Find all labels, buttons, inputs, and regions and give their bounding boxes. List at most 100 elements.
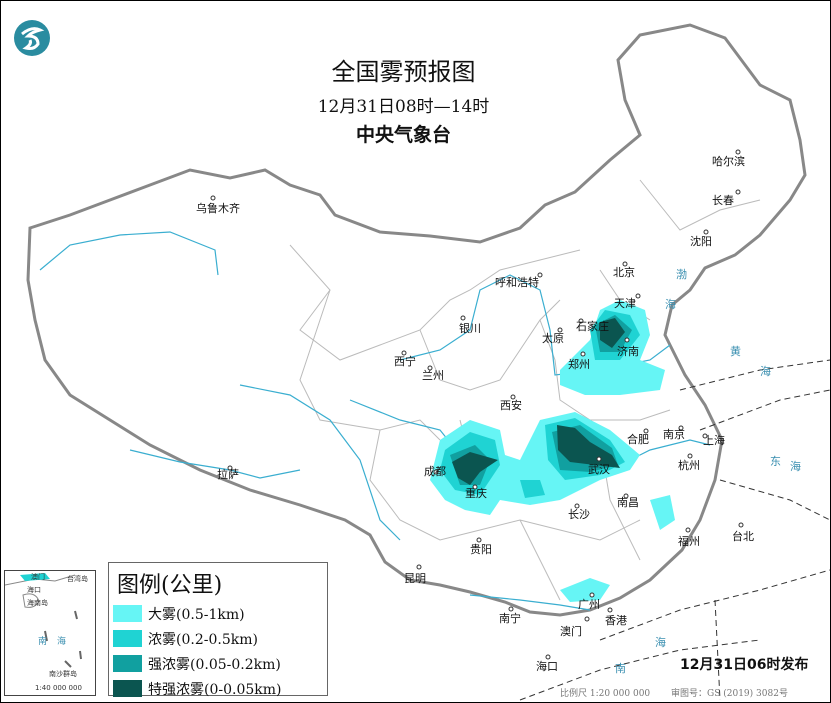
city-marker [735, 149, 741, 155]
city-label: 郑州 [568, 358, 590, 371]
city-label: 重庆 [465, 487, 487, 500]
city-marker [510, 394, 516, 400]
map-title: 全国雾预报图 [331, 58, 476, 86]
legend-swatch [113, 605, 142, 622]
city-label: 西安 [500, 399, 522, 412]
city-label: 南京 [663, 428, 685, 441]
city-marker [460, 315, 466, 321]
fog-extreme-area [452, 452, 498, 485]
fog-extreme-area [600, 318, 625, 348]
city-marker [607, 607, 613, 613]
rivers [39, 231, 711, 611]
city-marker [643, 428, 649, 434]
city-label: 合肥 [627, 433, 649, 446]
city-markers [210, 149, 744, 660]
city-marker [635, 293, 641, 299]
cma-logo [14, 20, 50, 56]
city-marker [416, 564, 422, 570]
city-label: 武汉 [588, 463, 610, 476]
maritime-lines [519, 359, 831, 701]
city-marker [687, 453, 693, 459]
legend-header: 图例(公里) [117, 573, 223, 598]
sea-label: 海 [665, 298, 676, 311]
legend-item: 特强浓雾(0-0.05km) [113, 676, 327, 701]
city-label: 西宁 [394, 355, 416, 368]
sea-label: 南 [615, 662, 626, 675]
city-label: 贵阳 [470, 543, 492, 556]
inset-label: 南 [38, 637, 48, 647]
legend-item: 大雾(0.5-1km) [113, 601, 327, 626]
city-marker [685, 527, 691, 533]
inset-label: 台湾岛 [67, 575, 88, 583]
south-china-sea-inset: 澳门 台湾岛 海口 海南岛 南 海 南沙群岛 1:40 000 000 [4, 570, 96, 696]
inset-label: 海南岛 [27, 599, 48, 607]
city-marker [508, 606, 514, 612]
legend-swatch [113, 630, 142, 647]
city-label: 太原 [542, 332, 564, 345]
city-marker [578, 318, 584, 324]
city-label: 香港 [605, 614, 627, 627]
city-marker [589, 592, 595, 598]
city-label: 澳门 [560, 625, 582, 638]
city-label: 兰州 [422, 369, 444, 382]
sea-label: 渤 [676, 268, 687, 281]
city-marker [401, 350, 407, 356]
city-marker [427, 365, 433, 371]
city-label: 昆明 [404, 572, 426, 585]
legend-item: 强浓雾(0.05-0.2km) [113, 651, 327, 676]
legend-label: 特强浓雾(0-0.05km) [148, 681, 282, 698]
city-marker [623, 493, 629, 499]
city-label: 广州 [578, 598, 600, 611]
city-label: 南昌 [617, 496, 639, 509]
city-label: 拉萨 [217, 468, 239, 481]
city-marker [433, 469, 439, 475]
city-label: 哈尔滨 [712, 155, 745, 168]
city-label: 南宁 [499, 612, 521, 625]
legend-swatch [113, 655, 142, 672]
city-label: 沈阳 [690, 235, 712, 248]
city-label: 北京 [613, 266, 635, 279]
city-marker [703, 229, 709, 235]
fog-heavy-area [650, 495, 675, 530]
fog-extreme-area [557, 425, 620, 468]
city-marker [580, 351, 586, 357]
forecast-time-range: 12月31日08时—14时 [317, 97, 490, 117]
fog-areas [430, 300, 675, 602]
city-label: 呼和浩特 [495, 276, 539, 289]
city-marker [476, 537, 482, 543]
map-scale: 比例尺 1:20 000 000 [560, 689, 651, 699]
city-label: 海口 [536, 660, 558, 673]
city-label: 福州 [678, 535, 700, 548]
legend-label: 大雾(0.5-1km) [148, 606, 245, 623]
sea-label: 海 [790, 460, 801, 473]
city-marker [624, 337, 630, 343]
map-approval-number: 审图号：GS (2019) 3082号 [671, 689, 788, 699]
city-label: 银川 [459, 322, 481, 335]
city-label: 天津 [614, 297, 636, 310]
fog-dense-area [520, 480, 545, 498]
city-label: 上海 [703, 434, 725, 447]
city-marker [227, 465, 233, 471]
city-marker [574, 503, 580, 509]
issue-time: 12月31日06时发布 [680, 657, 809, 673]
fog-heavy-area [560, 578, 610, 602]
city-marker [678, 425, 684, 431]
legend-label: 强浓雾(0.05-0.2km) [148, 656, 281, 673]
city-marker [537, 272, 543, 278]
city-marker [702, 433, 708, 439]
city-marker [735, 189, 741, 195]
city-label: 杭州 [678, 459, 700, 472]
city-marker [622, 261, 628, 267]
legend-item: 浓雾(0.2-0.5km) [113, 626, 327, 651]
city-marker [596, 456, 602, 462]
sea-label: 海 [655, 636, 666, 649]
city-marker [545, 654, 551, 660]
inset-label: 澳门 [31, 573, 45, 581]
sea-label: 东 [770, 455, 781, 468]
inset-scale: 1:40 000 000 [35, 684, 82, 692]
legend-swatch [113, 680, 142, 697]
city-label: 长沙 [568, 508, 590, 521]
city-label: 台北 [732, 530, 754, 543]
sea-label: 海 [760, 365, 771, 378]
